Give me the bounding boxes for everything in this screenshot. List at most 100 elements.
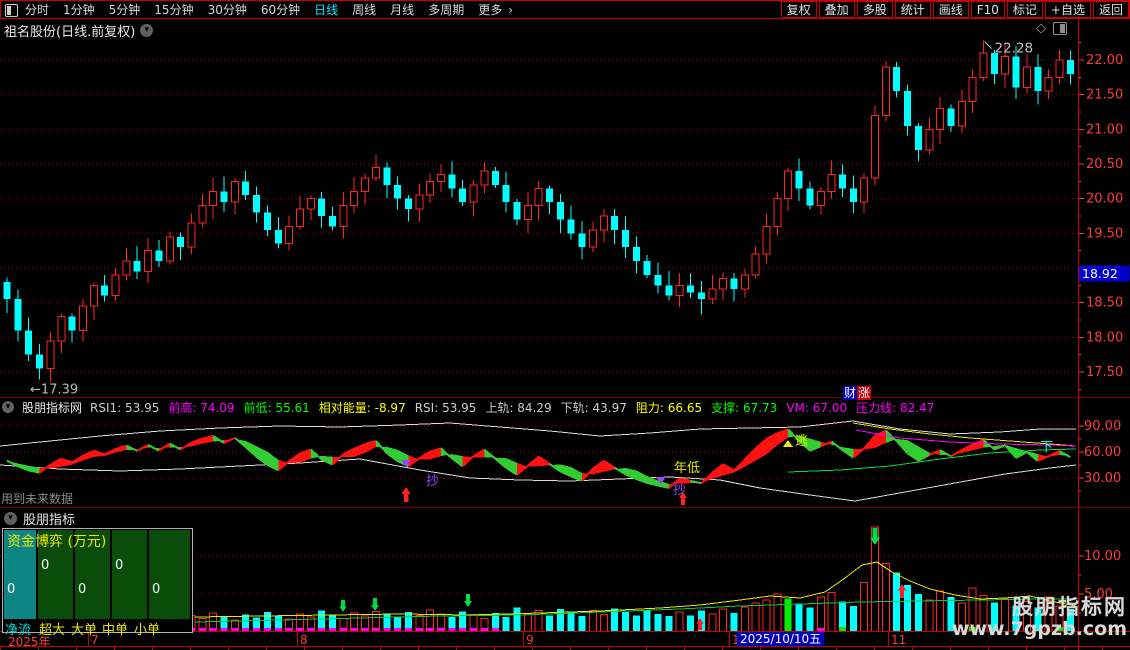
legend-value: 0	[78, 582, 87, 597]
bottom-panel-label: 股朋指标	[23, 513, 76, 528]
signal-char: 涨	[857, 386, 872, 400]
x-axis-tick-mark	[88, 632, 89, 646]
metric-RSI: RSI: 53.95	[414, 400, 477, 415]
x-axis-tick-label: 9	[526, 633, 534, 647]
toolbar-button-多股[interactable]: 多股	[856, 1, 893, 18]
selected-date-label: 2025/10/10五	[737, 632, 825, 646]
corner-icons: ◇	[1036, 21, 1067, 36]
toolbar-buttons: 复权 叠加 多股 统计 画线 F10 标记 +自选 返回	[779, 1, 1129, 18]
svg-text:21.50: 21.50	[1086, 88, 1123, 103]
period-tab-多周期[interactable]: 多周期	[428, 3, 465, 17]
legend-column-大单: 0	[75, 530, 110, 619]
svg-text:30.00: 30.00	[1084, 471, 1121, 486]
legend-title: 资金博弈 (万元)	[7, 534, 107, 550]
x-axis-tick-label: 7	[91, 633, 99, 647]
chevron-down-icon[interactable]: ▾	[4, 512, 17, 525]
axis-separator	[0, 646, 1130, 647]
x-axis-tick-mark	[888, 632, 889, 646]
x-axis-tick-mark	[297, 632, 298, 646]
legend-label-小单: 小单	[134, 623, 161, 638]
x-axis-tick-mark	[523, 632, 524, 646]
period-tab-周线[interactable]: 周线	[352, 3, 377, 17]
svg-text:年低: 年低	[674, 461, 700, 476]
main-candlestick-chart[interactable]: 22.00 21.50 21.00 20.50 20.00 19.50 18.50 18.00…	[0, 20, 1130, 397]
metric-前低: 前低: 55.61	[243, 400, 310, 415]
period-tab-更多[interactable]: 更多	[478, 3, 503, 17]
layout-split-icon[interactable]	[5, 4, 18, 17]
svg-text:22.28: 22.28	[995, 41, 1034, 57]
toolbar-button-F10[interactable]: F10	[970, 1, 1005, 18]
metric-阻力: 阻力: 66.65	[635, 400, 703, 415]
svg-text:10.00: 10.00	[1084, 549, 1121, 564]
caizhang-signal-badge: 财涨	[843, 386, 872, 400]
toolbar-button-标记[interactable]: 标记	[1006, 1, 1043, 18]
signal-char: 财	[843, 386, 858, 400]
toolbar: 分时 1分钟 5分钟 15分钟 30分钟 60分钟 日线 周线 月线 多周期 更多 › 复权 叠加 多股统…	[0, 0, 1130, 19]
svg-text:抄: 抄	[426, 474, 439, 489]
legend-value: 0	[41, 558, 50, 573]
metric-相对能量: 相对能量: -8.97	[318, 400, 406, 415]
period-tab-5分钟[interactable]: 5分钟	[108, 3, 141, 17]
period-tab-月线[interactable]: 月线	[390, 3, 415, 17]
period-tab-30分钟[interactable]: 30分钟	[207, 3, 247, 17]
title-row: 祖名股份(日线.前复权) ▾	[4, 21, 154, 40]
stock-title: 祖名股份(日线.前复权)	[4, 25, 136, 40]
period-tab-60分钟[interactable]: 60分钟	[260, 3, 301, 17]
svg-text:90.00: 90.00	[1084, 419, 1121, 434]
legend-value: 0	[152, 582, 161, 597]
metric-上轨: 上轨: 84.29	[485, 400, 552, 415]
metric-下轨: 下轨: 43.97	[560, 400, 627, 415]
chevron-down-icon[interactable]: ▾	[140, 24, 154, 37]
diamond-icon[interactable]: ◇	[1036, 21, 1046, 36]
period-tab-日线[interactable]: 日线	[314, 3, 339, 17]
period-tab-1分钟[interactable]: 1分钟	[63, 3, 95, 17]
toolbar-button-叠加[interactable]: 叠加	[818, 1, 855, 18]
svg-text:←17.39: ←17.39	[30, 383, 78, 397]
indicator-source-label: 股朋指标网	[22, 400, 83, 415]
x-axis-tick-label: 1	[732, 633, 740, 647]
svg-text:18.00: 18.00	[1086, 330, 1123, 345]
x-axis-tick-label: 8	[300, 633, 308, 647]
legend-label-大单: 大单	[71, 623, 98, 638]
svg-text:20.00: 20.00	[1086, 192, 1123, 207]
metric-压力线: 压力线: 82.47	[856, 400, 935, 415]
x-axis-year-label: 2025年	[8, 635, 51, 649]
toolbar-button-画线[interactable]: 画线	[932, 1, 969, 18]
legend-column-超大: 0	[38, 530, 73, 619]
svg-text:逃: 逃	[795, 434, 808, 449]
legend-value: 0	[7, 582, 16, 597]
toolbar-button-+自选[interactable]: +自选	[1044, 1, 1091, 18]
svg-text:21.00: 21.00	[1086, 122, 1123, 137]
indicator-metrics: RSI1: 53.95 前高: 74.09 前低: 55.61 相对能量: -8.97…	[90, 399, 943, 416]
period-tabs: 分时 1分钟 5分钟 15分钟 30分钟 60分钟 日线 周线 月线 多周期 更多 ›	[25, 1, 513, 18]
toolbar-button-统计[interactable]: 统计	[894, 1, 931, 18]
capital-legend: 资金博弈 (万元) 0 0 0 0 0 净流 超大 大单 中单 小单	[2, 528, 193, 638]
bottom-panel-header: ▾ 股朋指标	[4, 509, 75, 528]
chevron-down-icon[interactable]: ▾	[2, 401, 14, 413]
svg-text:20.50: 20.50	[1086, 157, 1123, 172]
metric-RSI1: RSI1: 53.95	[90, 400, 160, 415]
panel-toggle-icon[interactable]	[1053, 22, 1067, 35]
axis-separator	[0, 631, 1130, 632]
svg-text:18.92: 18.92	[1082, 266, 1118, 281]
capital-game-chart[interactable]: 10.00 5.00	[0, 510, 1130, 632]
period-tab-15分钟[interactable]: 15分钟	[154, 3, 194, 17]
metric-支撑: 支撑: 67.73	[711, 400, 778, 415]
legend-value: 0	[115, 558, 124, 573]
legend-column-中单: 0	[112, 530, 147, 619]
legend-column-小单: 0	[149, 530, 190, 619]
svg-text:60.00: 60.00	[1084, 445, 1121, 460]
panel-separator	[0, 397, 1130, 398]
metric-VM: VM: 67.00	[786, 400, 848, 415]
period-tab-分时[interactable]: 分时	[25, 3, 50, 17]
x-axis-tick-row	[0, 647, 1130, 650]
toolbar-button-返回[interactable]: 返回	[1092, 1, 1129, 18]
more-arrow-icon[interactable]: ›	[508, 2, 514, 17]
toolbar-button-复权[interactable]: 复权	[780, 1, 817, 18]
x-axis-tick-mark	[729, 632, 730, 646]
svg-text:22.00: 22.00	[1086, 53, 1123, 68]
svg-text:用到未来数据: 用到未来数据	[1, 491, 73, 506]
legend-column-净流: 0	[4, 530, 36, 619]
